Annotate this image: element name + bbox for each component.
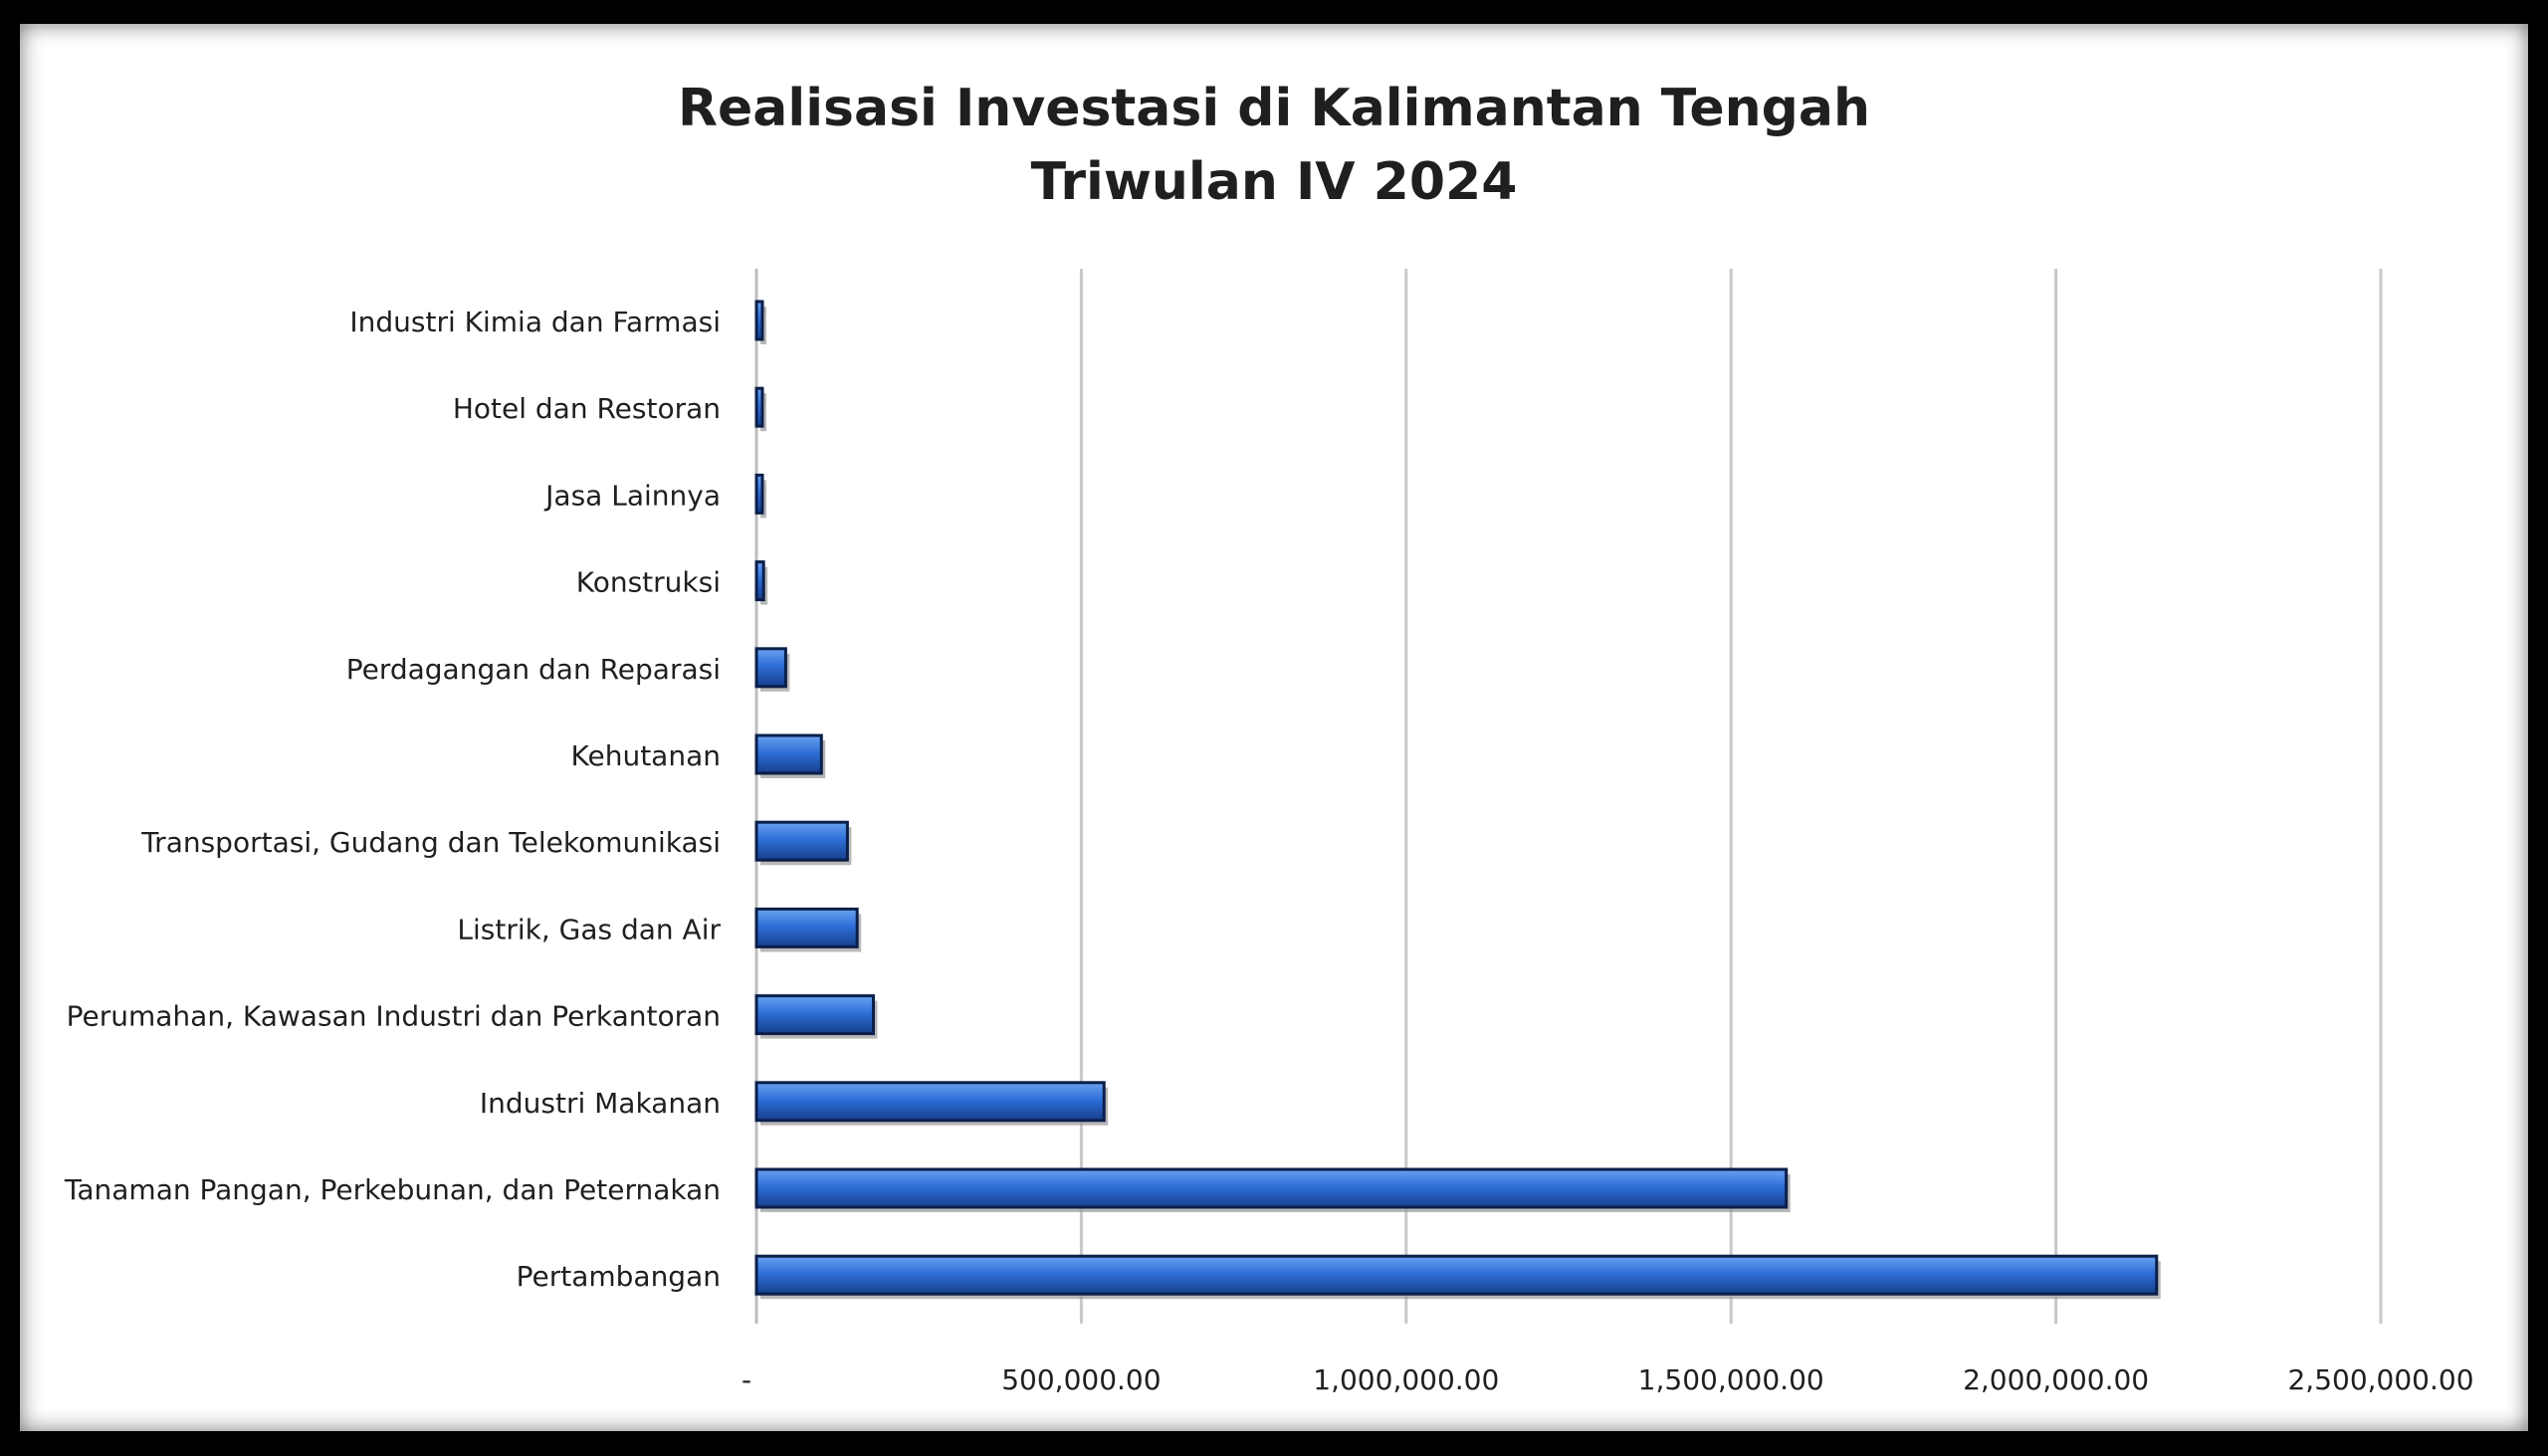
bar <box>754 300 764 341</box>
bar <box>754 1254 2159 1296</box>
x-tick-label: 2,500,000.00 <box>2287 1363 2473 1396</box>
bars <box>754 300 2161 1300</box>
category-label: Perdagangan dan Reparasi <box>346 653 721 686</box>
category-labels: Industri Kimia dan Farmasi Hotel dan Rest… <box>64 306 722 1293</box>
x-tick-label: 1,500,000.00 <box>1638 1363 1824 1396</box>
chart-title-block: Realisasi Investasi di Kalimantan Tengah… <box>0 72 2548 219</box>
x-tick-label: 500,000.00 <box>1001 1363 1161 1396</box>
bar <box>754 1167 1789 1209</box>
bar <box>754 473 764 515</box>
bar <box>754 647 787 689</box>
gridlines <box>754 269 2383 1324</box>
chart-subtitle: Triwulan IV 2024 <box>1030 152 1518 212</box>
chart-title: Realisasi Investasi di Kalimantan Tengah <box>677 79 1870 138</box>
category-label: Transportasi, Gudang dan Telekomunikasi <box>140 826 721 859</box>
category-label: Listrik, Gas dan Air <box>457 913 721 945</box>
x-axis-tick-labels: - 500,000.00 1,000,000.00 1,500,000.00 2,000… <box>742 1363 2474 1396</box>
bar <box>754 386 764 428</box>
category-label: Kehutanan <box>571 739 721 772</box>
category-label: Tanaman Pangan, Perkebunan, dan Peternak… <box>64 1173 721 1206</box>
bar <box>754 907 859 948</box>
category-label: Perumahan, Kawasan Industri dan Perkanto… <box>67 1000 721 1033</box>
bar <box>754 994 876 1036</box>
category-label: Industri Makanan <box>480 1087 721 1120</box>
category-label: Hotel dan Restoran <box>453 392 721 425</box>
bar <box>754 1081 1106 1123</box>
x-tick-label: - <box>742 1363 751 1396</box>
x-tick-label: 2,000,000.00 <box>1963 1363 2149 1396</box>
bar <box>754 733 823 775</box>
category-label: Pertambangan <box>517 1260 721 1293</box>
bar <box>754 560 765 602</box>
category-label: Jasa Lainnya <box>543 479 721 512</box>
category-label: Konstruksi <box>576 566 721 599</box>
x-tick-label: 1,000,000.00 <box>1313 1363 1499 1396</box>
category-label: Industri Kimia dan Farmasi <box>349 306 721 338</box>
bar <box>754 820 849 862</box>
